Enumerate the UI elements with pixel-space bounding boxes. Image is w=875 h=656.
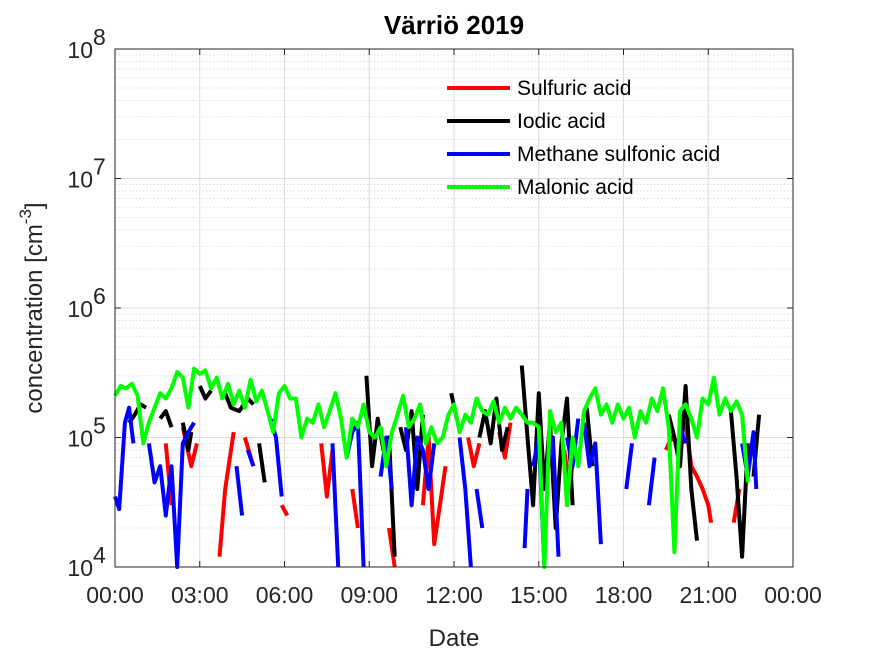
series-line — [113, 366, 750, 569]
axis-ticks — [114, 48, 794, 568]
legend-label: Sulfuric acid — [517, 77, 631, 100]
y-tick-label: 10 — [67, 426, 93, 452]
series-line — [350, 488, 360, 529]
series-line — [474, 488, 485, 529]
series-line — [330, 443, 341, 568]
legend-label: Methane sulfonic acid — [517, 143, 720, 166]
legend-label: Malonic acid — [517, 176, 634, 199]
y-tick-label-base: 10 — [67, 167, 93, 193]
y-tick-label: 10 — [67, 167, 93, 193]
y-axis-label-main: concentration [cm — [21, 224, 48, 413]
legend: Sulfuric acid Iodic acid Methane sulfonic … — [447, 77, 720, 199]
series-line — [223, 392, 255, 414]
x-tick-label: 21:00 — [679, 582, 737, 608]
x-tick-label: 00:00 — [764, 582, 822, 608]
series-line — [217, 431, 236, 557]
y-axis-label-close: ] — [21, 202, 48, 209]
y-axis-label-exponent: -3 — [16, 209, 35, 224]
chart-title: Värriö 2019 — [384, 10, 524, 40]
series-line — [666, 384, 699, 541]
series-line — [234, 465, 245, 516]
series-line — [565, 418, 581, 469]
x-tick-label: 00:00 — [86, 582, 144, 608]
x-tick-label: 09:00 — [340, 582, 398, 608]
y-tick-label: 10 — [67, 296, 93, 322]
x-tick-labels: 00:00 03:00 06:00 09:00 12:00 15:00 18:00 21:00… — [86, 582, 822, 608]
y-tick-label-exponent: 7 — [93, 154, 106, 180]
x-tick-label: 06:00 — [256, 582, 314, 608]
x-tick-label: 03:00 — [171, 582, 229, 608]
series-line — [522, 488, 530, 549]
series-layer — [113, 365, 762, 569]
x-tick-label: 12:00 — [425, 582, 483, 608]
series-line — [180, 422, 194, 452]
y-tick-label: 10 — [67, 555, 93, 581]
y-axis-label: concentration [cm-3] — [16, 202, 48, 413]
x-tick-label: 15:00 — [510, 582, 568, 608]
series-line — [387, 527, 397, 568]
y-tick-label-exponent: 5 — [93, 413, 106, 439]
y-tick-label: 10 — [67, 37, 93, 63]
y-tick-label-base: 10 — [67, 426, 93, 452]
y-tick-label-base: 10 — [67, 296, 93, 322]
y-tick-label-exponent: 4 — [93, 542, 106, 568]
y-tick-label-base: 10 — [67, 37, 93, 63]
series-line — [378, 435, 394, 490]
series-line — [477, 396, 510, 452]
series-line — [624, 443, 634, 490]
series-line — [582, 422, 603, 545]
x-axis-label: Date — [429, 625, 480, 652]
series-line — [398, 409, 425, 491]
series-line — [319, 443, 335, 499]
series-line — [646, 457, 657, 506]
y-tick-label-base: 10 — [67, 555, 93, 581]
series-line — [404, 427, 437, 508]
y-tick-label-exponent: 6 — [93, 283, 106, 309]
series-line — [146, 421, 196, 569]
series-line — [279, 504, 290, 517]
series-line — [158, 409, 174, 428]
series-line — [728, 410, 750, 559]
x-tick-label: 18:00 — [595, 582, 653, 608]
series-line — [466, 437, 482, 469]
series-line — [457, 437, 473, 568]
series-line — [113, 405, 136, 512]
legend-label: Iodic acid — [517, 110, 606, 133]
series-line — [420, 435, 448, 547]
series-line — [245, 449, 256, 467]
series-line — [257, 443, 267, 483]
y-tick-label-exponent: 8 — [93, 24, 106, 50]
series-4 — [113, 366, 750, 569]
series-line — [197, 385, 213, 401]
